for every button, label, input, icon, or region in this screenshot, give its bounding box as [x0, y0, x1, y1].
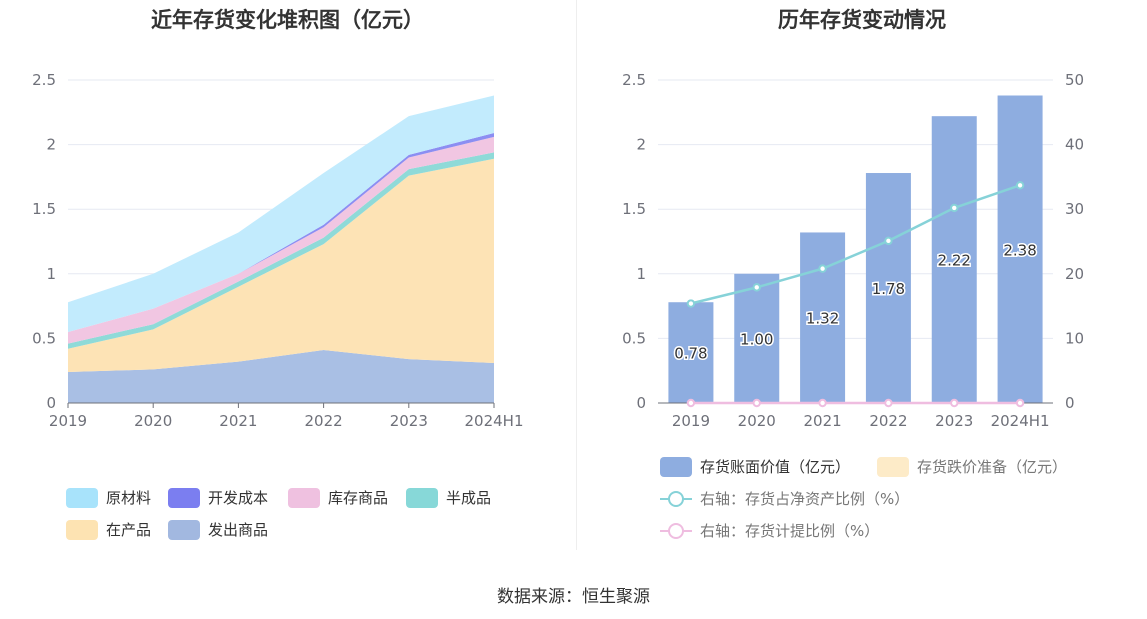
right-y-tick-label: 2 — [636, 136, 646, 154]
bar-data-label: 1.32 — [806, 310, 839, 328]
left-legend-item[interactable]: 发出商品 — [168, 519, 268, 540]
legend-label: 库存商品 — [328, 489, 389, 507]
right-legend-item[interactable]: 右轴：存货占净资产比例（%） — [660, 488, 909, 509]
right-y2-tick-label: 10 — [1065, 329, 1084, 347]
right-y2-tick-label: 20 — [1065, 265, 1084, 283]
right-x-tick-label: 2024H1 — [991, 412, 1050, 430]
legend-label: 右轴：存货计提比例（%） — [700, 522, 880, 540]
right-y-tick-label: 0 — [636, 394, 646, 412]
bar-data-label: 1.00 — [740, 330, 773, 348]
stacked-area-chart: 0 0.5 1 1.5 2 2.5 2019 2020 2021 2022 2023 2024H1 — [32, 71, 524, 430]
left-y-tick-label: 1 — [46, 265, 56, 283]
legend-label: 发出商品 — [208, 521, 269, 539]
left-y-tick-label: 2 — [46, 136, 56, 154]
bar-data-label: 2.22 — [938, 252, 971, 270]
right-legend-item[interactable]: 存货跌价准备（亿元） — [877, 456, 1067, 477]
left-x-tick-label: 2019 — [49, 412, 87, 430]
legend-swatch — [877, 456, 909, 477]
data-source-note: 数据来源：恒生聚源 — [497, 587, 650, 607]
inventory-bar — [997, 95, 1043, 403]
right-y2-tick-label: 0 — [1065, 394, 1075, 412]
right-x-tick-label: 2022 — [869, 412, 907, 430]
legend-swatch — [288, 487, 320, 508]
legend-label: 右轴：存货占净资产比例（%） — [700, 490, 910, 508]
legend-swatch — [660, 456, 692, 477]
line-point — [818, 264, 827, 273]
inventory-bar — [734, 273, 780, 403]
right-legend-item[interactable]: 右轴：存货计提比例（%） — [660, 520, 879, 541]
left-y-tick-label: 0 — [46, 394, 56, 412]
bar-data-label: 2.38 — [1003, 241, 1036, 259]
left-y-tick-label: 2.5 — [32, 71, 56, 89]
right-x-tick-label: 2021 — [803, 412, 841, 430]
line-point — [818, 398, 827, 408]
legend-label: 存货跌价准备（亿元） — [917, 458, 1068, 476]
bar-data-label: 0.78 — [674, 345, 707, 363]
right-y-tick-label: 2.5 — [622, 71, 646, 89]
inventory-bar — [668, 302, 714, 403]
right-y-tick-label: 1.5 — [622, 200, 646, 218]
line-point — [950, 398, 959, 408]
right-y-tick-label: 1 — [636, 265, 646, 283]
stacked-area-chart-panel: 近年存货变化堆积图（亿元） 0 0.5 1 1.5 2 2.5 2019 2020 2021 20… — [0, 0, 575, 560]
inventory-bar — [800, 232, 846, 403]
legend-swatch — [406, 487, 438, 508]
legend-label: 开发成本 — [208, 489, 269, 507]
left-x-tick-label: 2023 — [390, 412, 428, 430]
line-point — [686, 398, 696, 408]
line-point — [686, 299, 696, 308]
legend-label: 存货账面价值（亿元） — [700, 458, 851, 476]
bar-data-label: 1.78 — [872, 280, 905, 298]
inventory-bar — [931, 116, 977, 404]
left-legend-item[interactable]: 在产品 — [66, 519, 151, 540]
right-chart-title: 历年存货变动情况 — [778, 8, 946, 32]
inventory-bar — [865, 173, 911, 403]
area-series-0 — [68, 350, 494, 403]
legend-label: 半成品 — [446, 489, 492, 507]
line-point — [752, 398, 761, 408]
right-y2-tick-label: 40 — [1065, 136, 1084, 154]
line-point — [1015, 398, 1025, 408]
legend-label: 在产品 — [106, 521, 152, 539]
legend-swatch — [66, 519, 98, 540]
legend-swatch — [168, 519, 200, 540]
line-point — [950, 203, 959, 213]
left-legend-item[interactable]: 原材料 — [66, 487, 151, 508]
right-y2-tick-label: 50 — [1065, 71, 1084, 89]
left-x-tick-label: 2021 — [219, 412, 257, 430]
left-y-tick-label: 0.5 — [32, 329, 56, 347]
line-series-0 — [690, 184, 1021, 305]
right-x-tick-label: 2019 — [672, 412, 710, 430]
legend-label: 原材料 — [106, 489, 152, 507]
left-x-tick-label: 2022 — [305, 412, 343, 430]
right-legend-item[interactable]: 存货账面价值（亿元） — [660, 456, 850, 477]
line-point — [1015, 181, 1025, 190]
left-legend-item[interactable]: 开发成本 — [168, 487, 268, 508]
left-y-tick-label: 1.5 — [32, 200, 56, 218]
line-point — [752, 283, 761, 292]
left-x-tick-label: 2024H1 — [465, 412, 524, 430]
legend-swatch — [168, 487, 200, 508]
right-y2-tick-label: 30 — [1065, 200, 1084, 218]
line-point — [884, 236, 893, 246]
legend-swatch — [660, 489, 692, 509]
bar-line-chart: 0 0.5 1 1.5 2 2.5 0 10 20 30 40 50 2019 2020 2021 2022 2… — [622, 71, 1084, 430]
right-x-tick-label: 2023 — [935, 412, 973, 430]
left-x-tick-label: 2020 — [134, 412, 172, 430]
line-point — [884, 398, 893, 408]
legend-swatch — [66, 487, 98, 508]
right-x-tick-label: 2020 — [738, 412, 776, 430]
left-chart-title: 近年存货变化堆积图（亿元） — [151, 8, 424, 32]
panel-divider — [576, 0, 577, 550]
bar-line-chart-panel: 历年存货变动情况 0 0.5 1 1.5 2 2.5 0 10 20 30 40 50 2019 2020… — [577, 0, 1147, 560]
legend-swatch — [660, 521, 692, 541]
left-legend-item[interactable]: 半成品 — [406, 487, 491, 508]
area-series-5 — [68, 95, 494, 332]
area-series-1 — [68, 158, 494, 372]
right-y-tick-label: 0.5 — [622, 329, 646, 347]
left-legend-item[interactable]: 库存商品 — [288, 487, 388, 508]
area-series-3 — [68, 136, 494, 344]
